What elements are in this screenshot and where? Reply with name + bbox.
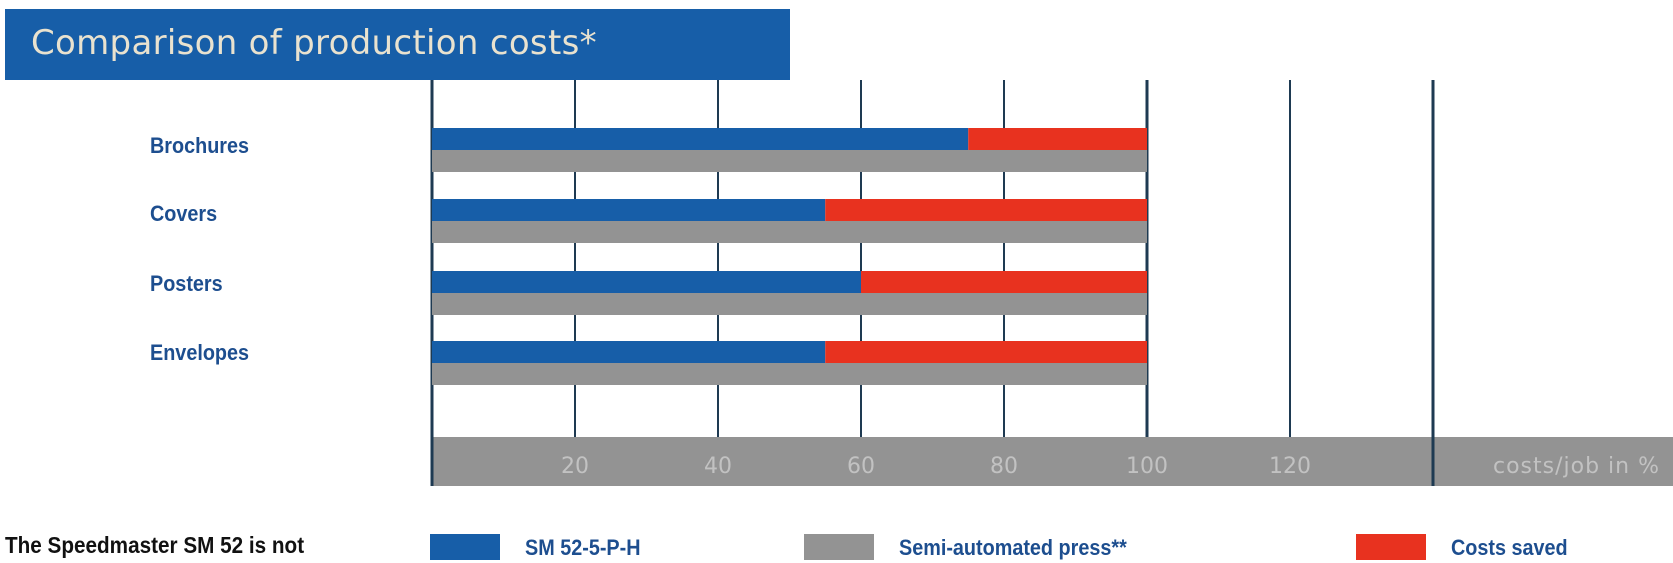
tick-label-100: 100 — [1126, 454, 1168, 479]
body-text: The Speedmaster SM 52 is not — [5, 532, 305, 558]
x-axis-label: costs/job in % — [1493, 454, 1660, 479]
category-label-envelopes: Envelopes — [150, 340, 250, 365]
category-label-covers: Covers — [150, 201, 218, 226]
tick-label-60: 60 — [847, 454, 875, 479]
bar-semi-posters — [432, 293, 1147, 315]
x-axis-band — [432, 437, 1673, 486]
bar-sm52-covers — [432, 199, 826, 221]
legend-swatch-sm52 — [430, 534, 500, 560]
tick-label-80: 80 — [990, 454, 1018, 479]
chart-title: Comparison of production costs* — [31, 23, 597, 63]
bar-sm52-envelopes — [432, 341, 826, 363]
category-label-posters: Posters — [150, 271, 223, 296]
tick-label-40: 40 — [704, 454, 732, 479]
bar-semi-brochures — [432, 150, 1147, 172]
tick-label-20: 20 — [561, 454, 589, 479]
bar-semi-envelopes — [432, 363, 1147, 385]
bar-saved-brochures — [968, 128, 1147, 150]
legend-swatch-semi — [804, 534, 874, 560]
bar-saved-covers — [825, 199, 1147, 221]
legend-label-saved: Costs saved — [1451, 535, 1568, 560]
legend-label-semi: Semi-automated press** — [899, 535, 1127, 560]
tick-label-120: 120 — [1269, 454, 1311, 479]
legend-label-sm52: SM 52-5-P-H — [525, 535, 641, 560]
bar-saved-posters — [861, 271, 1147, 293]
bar-sm52-posters — [432, 271, 861, 293]
bar-sm52-brochures — [432, 128, 969, 150]
legend-swatch-saved — [1356, 534, 1426, 560]
bar-saved-envelopes — [825, 341, 1147, 363]
category-label-brochures: Brochures — [150, 133, 250, 158]
bar-semi-covers — [432, 221, 1147, 243]
title-banner: Comparison of production costs* — [5, 9, 790, 80]
